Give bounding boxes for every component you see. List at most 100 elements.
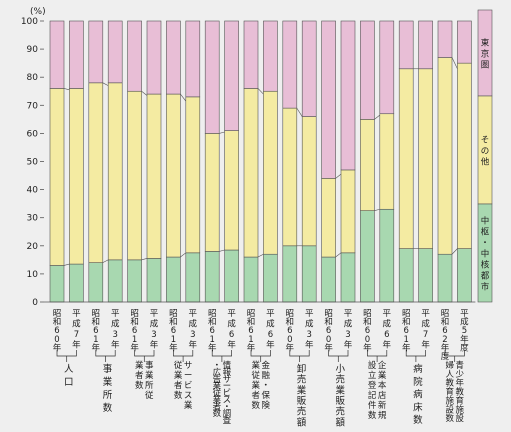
- bar-segment: [107, 82, 123, 261]
- label-glyph: 青: [455, 360, 464, 371]
- y-axis-unit-label: (%): [30, 7, 46, 17]
- bar-segment: [127, 259, 142, 303]
- label-glyph: 京: [481, 48, 490, 59]
- bar-segment: [49, 20, 65, 89]
- label-glyph: 者: [174, 381, 183, 391]
- label-glyph: 数: [135, 380, 144, 391]
- bar-segment: [263, 253, 278, 303]
- bar-segment: [243, 256, 259, 303]
- group-bracket: [95, 350, 116, 362]
- label-glyph: 平: [150, 309, 159, 319]
- label-glyph: 者: [135, 371, 144, 381]
- label-glyph: 売: [336, 406, 346, 418]
- connector-line: [180, 252, 186, 258]
- label-glyph: 3: [345, 330, 350, 340]
- label-glyph: 和: [363, 318, 372, 328]
- legend-label: 東京圏: [481, 37, 490, 70]
- bar-segment: [69, 88, 84, 265]
- label-glyph: 3: [151, 330, 156, 340]
- label-glyph: 広: [213, 367, 222, 378]
- label-glyph: 昭: [324, 309, 333, 319]
- label-glyph: 数: [413, 414, 423, 426]
- bar-segment: [69, 20, 84, 89]
- bar-segment: [107, 20, 123, 84]
- bar-segment: [398, 248, 414, 303]
- label-glyph: 平: [266, 309, 275, 319]
- label-glyph: 和: [441, 318, 450, 328]
- label-glyph: 所: [145, 380, 154, 391]
- label-glyph: 他: [481, 156, 490, 167]
- label-glyph: 販: [336, 395, 346, 407]
- label-glyph: 平: [305, 309, 314, 319]
- label-glyph: ス: [184, 391, 193, 401]
- label-glyph: 者: [251, 391, 260, 401]
- label-glyph: ー: [184, 371, 193, 381]
- label-glyph: 報: [223, 368, 232, 378]
- label-glyph: 年: [150, 340, 159, 351]
- label-glyph: 設: [455, 413, 464, 424]
- bar-segment: [301, 116, 317, 247]
- bar-segment: [166, 256, 181, 303]
- label-glyph: 昭: [53, 309, 62, 319]
- label-glyph: 年: [53, 342, 62, 353]
- label-glyph: 昭: [402, 309, 411, 319]
- label-glyph: 枢: [481, 226, 490, 237]
- connector-line: [451, 57, 458, 69]
- bar-segment: [224, 249, 239, 303]
- y-tick-label: 30: [27, 214, 39, 224]
- bar-segment: [418, 20, 433, 70]
- label-glyph: 和: [286, 318, 295, 328]
- label-glyph: 成: [344, 319, 353, 330]
- label-glyph: 業: [251, 360, 260, 371]
- label-glyph: 0: [365, 335, 370, 345]
- label-glyph: 融: [261, 370, 270, 381]
- group-bracket: [328, 350, 349, 362]
- label-glyph: 2: [442, 335, 447, 345]
- bar-segment: [166, 20, 181, 95]
- label-glyph: 核: [481, 259, 490, 270]
- label-glyph: 成: [150, 319, 159, 330]
- connector-line: [335, 252, 342, 258]
- bar-segment: [398, 68, 414, 249]
- label-glyph: 6: [384, 330, 389, 340]
- label-glyph: 年: [111, 340, 120, 351]
- label-glyph: 業: [213, 381, 222, 392]
- label-glyph: 成: [72, 319, 81, 330]
- bar-segment: [301, 245, 317, 303]
- label-glyph: 年: [344, 340, 353, 351]
- bar-segment: [185, 20, 201, 98]
- label-glyph: 平: [421, 309, 430, 319]
- label-glyph: 従: [251, 370, 260, 381]
- bar-segment: [282, 20, 298, 109]
- group-label: 人口: [64, 364, 74, 388]
- connector-line: [102, 259, 109, 263]
- label-glyph: 1: [248, 335, 253, 345]
- bar-segment: [146, 20, 162, 95]
- label-glyph: 卸: [297, 363, 307, 375]
- bar-segment: [321, 20, 336, 179]
- label-glyph: 0: [54, 335, 59, 345]
- bar-segment: [69, 263, 84, 303]
- label-glyph: 業: [135, 360, 144, 371]
- y-tick-label: 10: [27, 270, 39, 280]
- connector-line: [180, 93, 187, 102]
- group-bracket: [289, 350, 310, 362]
- label-glyph: 成: [305, 319, 314, 330]
- bar-segment: [379, 113, 395, 210]
- connector-line: [296, 107, 303, 117]
- label-glyph: サ: [223, 375, 232, 385]
- bar-segment: [166, 93, 181, 258]
- label-glyph: 病: [413, 363, 423, 375]
- label-glyph: 施: [455, 404, 464, 415]
- label-glyph: サ: [184, 361, 193, 371]
- label-glyph: 0: [326, 335, 331, 345]
